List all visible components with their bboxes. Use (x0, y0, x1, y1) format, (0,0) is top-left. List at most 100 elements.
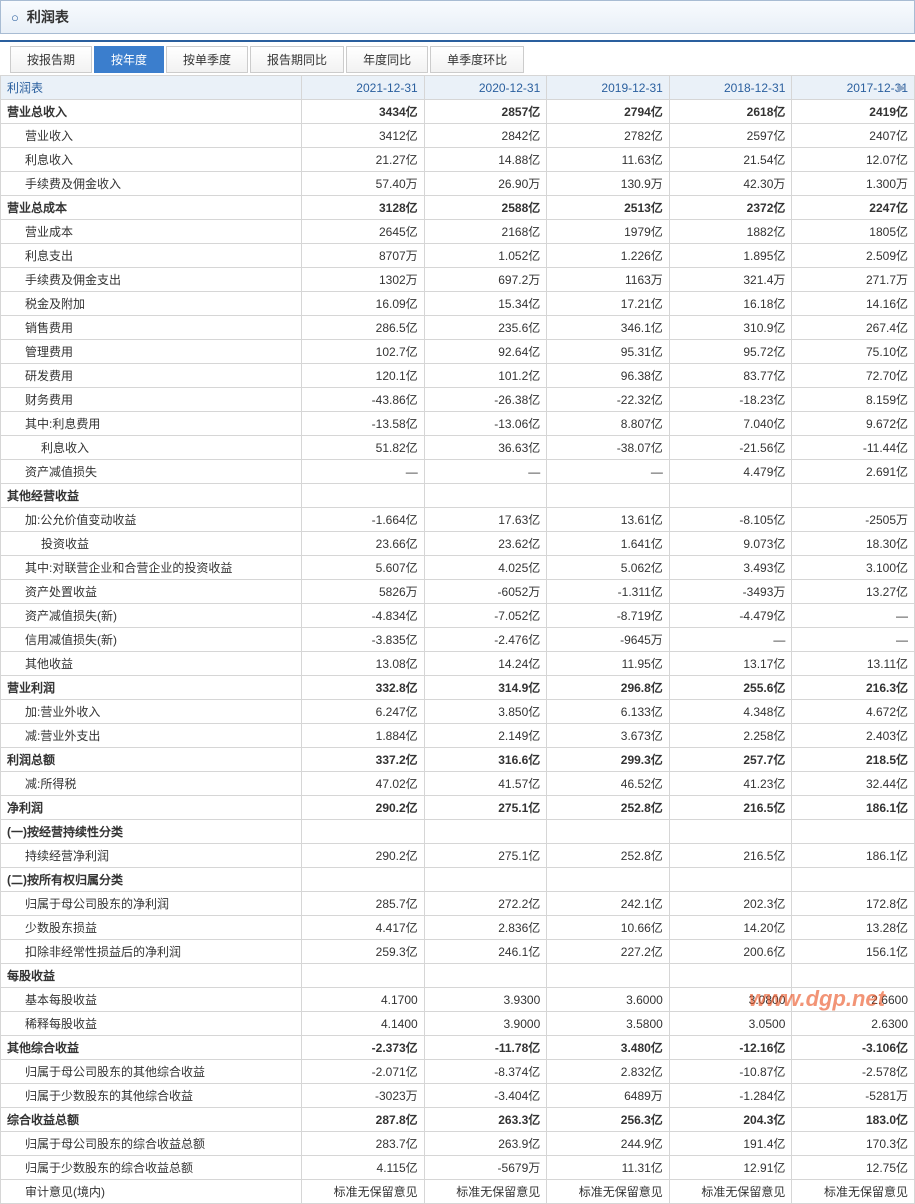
row-name: (二)按所有权归属分类 (1, 868, 302, 892)
cell-value: 275.1亿 (424, 844, 547, 868)
cell-value: 227.2亿 (547, 940, 670, 964)
cell-value: 标准无保留意见 (302, 1180, 425, 1204)
cell-value: 2168亿 (424, 220, 547, 244)
cell-value: -22.32亿 (547, 388, 670, 412)
cell-value: — (547, 460, 670, 484)
cell-value: 41.57亿 (424, 772, 547, 796)
cell-value: 13.61亿 (547, 508, 670, 532)
cell-value: 332.8亿 (302, 676, 425, 700)
cell-value: 2597亿 (669, 124, 792, 148)
cell-value: 1163万 (547, 268, 670, 292)
cell-value: 299.3亿 (547, 748, 670, 772)
cell-value: 216.3亿 (792, 676, 915, 700)
tab-3[interactable]: 报告期同比 (250, 46, 344, 73)
cell-value: 3.0800 (669, 988, 792, 1012)
table-row: 归属于少数股东的其他综合收益-3023万-3.404亿6489万-1.284亿-… (1, 1084, 915, 1108)
row-name: 审计意见(境内) (1, 1180, 302, 1204)
cell-value: 2.832亿 (547, 1060, 670, 1084)
table-row: 基本每股收益4.17003.93003.60003.08002.6600 (1, 988, 915, 1012)
cell-value: 200.6亿 (669, 940, 792, 964)
cell-value: 2618亿 (669, 100, 792, 124)
row-name: 归属于少数股东的综合收益总额 (1, 1156, 302, 1180)
cell-value: 14.88亿 (424, 148, 547, 172)
panel-title: 利润表 (27, 7, 69, 27)
row-name: 营业成本 (1, 220, 302, 244)
cell-value: 216.5亿 (669, 844, 792, 868)
cell-value: 183.0亿 (792, 1108, 915, 1132)
table-row: 加:营业外收入6.247亿3.850亿6.133亿4.348亿4.672亿 (1, 700, 915, 724)
cell-value: 271.7万 (792, 268, 915, 292)
income-statement-table: 利润表2021-12-312020-12-312019-12-312018-12… (0, 75, 915, 1204)
cell-value: 17.63亿 (424, 508, 547, 532)
cell-value: 17.21亿 (547, 292, 670, 316)
row-name: 税金及附加 (1, 292, 302, 316)
cell-value: 1.895亿 (669, 244, 792, 268)
cell-value: 13.11亿 (792, 652, 915, 676)
cell-value: 202.3亿 (669, 892, 792, 916)
cell-value: -3493万 (669, 580, 792, 604)
cell-value: 4.479亿 (669, 460, 792, 484)
cell-value: 6.247亿 (302, 700, 425, 724)
cell-value: 2842亿 (424, 124, 547, 148)
table-row: 信用减值损失(新)-3.835亿-2.476亿-9645万—— (1, 628, 915, 652)
row-name: 利润总额 (1, 748, 302, 772)
table-row: 其他经营收益 (1, 484, 915, 508)
tab-0[interactable]: 按报告期 (10, 46, 92, 73)
row-name: 其他经营收益 (1, 484, 302, 508)
cell-value: -38.07亿 (547, 436, 670, 460)
cell-value: 4.025亿 (424, 556, 547, 580)
row-name: 其他收益 (1, 652, 302, 676)
cell-value: 1.052亿 (424, 244, 547, 268)
cell-value: — (669, 628, 792, 652)
row-name: 加:营业外收入 (1, 700, 302, 724)
scroll-right-icon[interactable]: ▶ (898, 81, 906, 94)
cell-value: 12.75亿 (792, 1156, 915, 1180)
tab-2[interactable]: 按单季度 (166, 46, 248, 73)
row-name: 信用减值损失(新) (1, 628, 302, 652)
cell-value: 9.672亿 (792, 412, 915, 436)
cell-value: -12.16亿 (669, 1036, 792, 1060)
table-row: 利息支出8707万1.052亿1.226亿1.895亿2.509亿 (1, 244, 915, 268)
cell-value: 4.672亿 (792, 700, 915, 724)
table-row: 净利润290.2亿275.1亿252.8亿216.5亿186.1亿 (1, 796, 915, 820)
cell-value: -2.373亿 (302, 1036, 425, 1060)
table-row: 加:公允价值变动收益-1.664亿17.63亿13.61亿-8.105亿-250… (1, 508, 915, 532)
row-name: 归属于母公司股东的其他综合收益 (1, 1060, 302, 1084)
table-row: 投资收益23.66亿23.62亿1.641亿9.073亿18.30亿 (1, 532, 915, 556)
cell-value: 2857亿 (424, 100, 547, 124)
cell-value: 83.77亿 (669, 364, 792, 388)
tab-5[interactable]: 单季度环比 (430, 46, 524, 73)
cell-value: 标准无保留意见 (792, 1180, 915, 1204)
cell-value: 13.08亿 (302, 652, 425, 676)
cell-value: -1.664亿 (302, 508, 425, 532)
cell-value: 13.28亿 (792, 916, 915, 940)
table-row: (二)按所有权归属分类 (1, 868, 915, 892)
cell-value: 6.133亿 (547, 700, 670, 724)
table-row: 营业总收入3434亿2857亿2794亿2618亿2419亿 (1, 100, 915, 124)
cell-value: -13.06亿 (424, 412, 547, 436)
row-name: 营业总收入 (1, 100, 302, 124)
table-row: 持续经营净利润290.2亿275.1亿252.8亿216.5亿186.1亿 (1, 844, 915, 868)
row-name: 其他综合收益 (1, 1036, 302, 1060)
cell-value: -3.835亿 (302, 628, 425, 652)
cell-value: -5679万 (424, 1156, 547, 1180)
cell-value: 4.348亿 (669, 700, 792, 724)
tab-1[interactable]: 按年度 (94, 46, 164, 73)
table-row: 其他收益13.08亿14.24亿11.95亿13.17亿13.11亿 (1, 652, 915, 676)
cell-value: 标准无保留意见 (424, 1180, 547, 1204)
tab-4[interactable]: 年度同比 (346, 46, 428, 73)
cell-value: 12.91亿 (669, 1156, 792, 1180)
table-row: 管理费用102.7亿92.64亿95.31亿95.72亿75.10亿 (1, 340, 915, 364)
cell-value (302, 820, 425, 844)
row-name: 营业总成本 (1, 196, 302, 220)
cell-value (302, 484, 425, 508)
table-row: 手续费及佣金支出1302万697.2万1163万321.4万271.7万 (1, 268, 915, 292)
cell-value: 252.8亿 (547, 844, 670, 868)
cell-value: 275.1亿 (424, 796, 547, 820)
cell-value: 47.02亿 (302, 772, 425, 796)
cell-value: 257.7亿 (669, 748, 792, 772)
cell-value (547, 868, 670, 892)
cell-value: 57.40万 (302, 172, 425, 196)
cell-value: 75.10亿 (792, 340, 915, 364)
cell-value: -18.23亿 (669, 388, 792, 412)
